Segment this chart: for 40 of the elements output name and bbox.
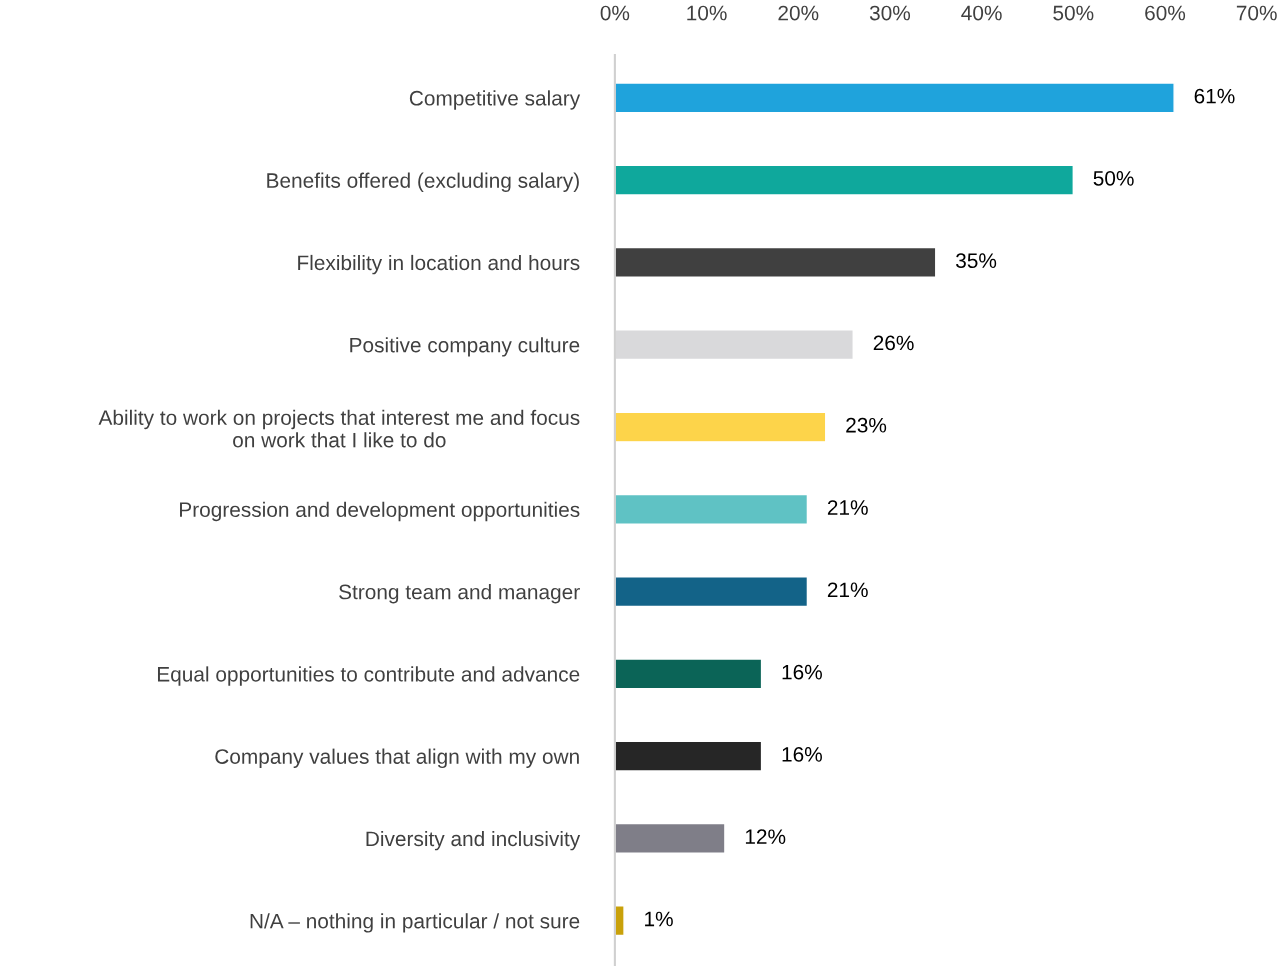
bar	[614, 246, 937, 278]
data-label: 61%	[1194, 88, 1235, 104]
x-tick-label: 60%	[1145, 5, 1186, 21]
x-tick-label: 50%	[1053, 5, 1094, 21]
data-label: 26%	[873, 335, 914, 351]
y-tick-label: N/A – nothing in particular / not sure	[250, 913, 580, 933]
y-tick-label: Positive company culture	[350, 337, 580, 357]
bar	[614, 411, 827, 443]
x-tick-label: 0%	[600, 5, 630, 21]
x-tick-label: 40%	[961, 5, 1002, 21]
bar	[614, 822, 726, 854]
y-tick-label: Equal opportunities to contribute and advance	[157, 666, 580, 686]
x-tick-label: 30%	[869, 5, 911, 21]
data-label: 1%	[645, 911, 673, 927]
bar	[614, 82, 1175, 114]
data-label: 50%	[1093, 170, 1134, 186]
bar	[614, 493, 809, 525]
y-tick-label: Company values that align with my own	[215, 748, 579, 769]
bar	[614, 740, 763, 772]
data-label: 21%	[827, 500, 868, 515]
y-tick-label: Competitive salary	[409, 90, 581, 110]
data-label: 12%	[745, 829, 786, 844]
y-tick-label: Strong team and manager	[339, 584, 580, 604]
y-tick-label: Ability to work on projects that interest me and focus on work that I like to do	[98, 409, 580, 448]
x-tick-label: 20%	[778, 5, 819, 21]
bar	[614, 576, 809, 608]
y-tick-label: Diversity and inclusivity	[366, 830, 581, 851]
data-label: 35%	[956, 253, 997, 269]
y-tick-label: Flexibility in location and hours	[298, 254, 580, 275]
x-tick-label: 70%	[1236, 5, 1277, 21]
data-label: 21%	[827, 582, 868, 598]
x-tick-label: 10%	[687, 5, 727, 21]
data-label: 16%	[782, 747, 822, 762]
y-tick-label: Progression and development opportunities	[180, 501, 580, 522]
data-label: 16%	[782, 664, 822, 680]
y-tick-label: Benefits offered (excluding salary)	[267, 172, 579, 193]
bar	[614, 164, 1074, 196]
bar	[614, 905, 625, 937]
bar	[614, 658, 763, 690]
data-label: 23%	[846, 417, 887, 433]
